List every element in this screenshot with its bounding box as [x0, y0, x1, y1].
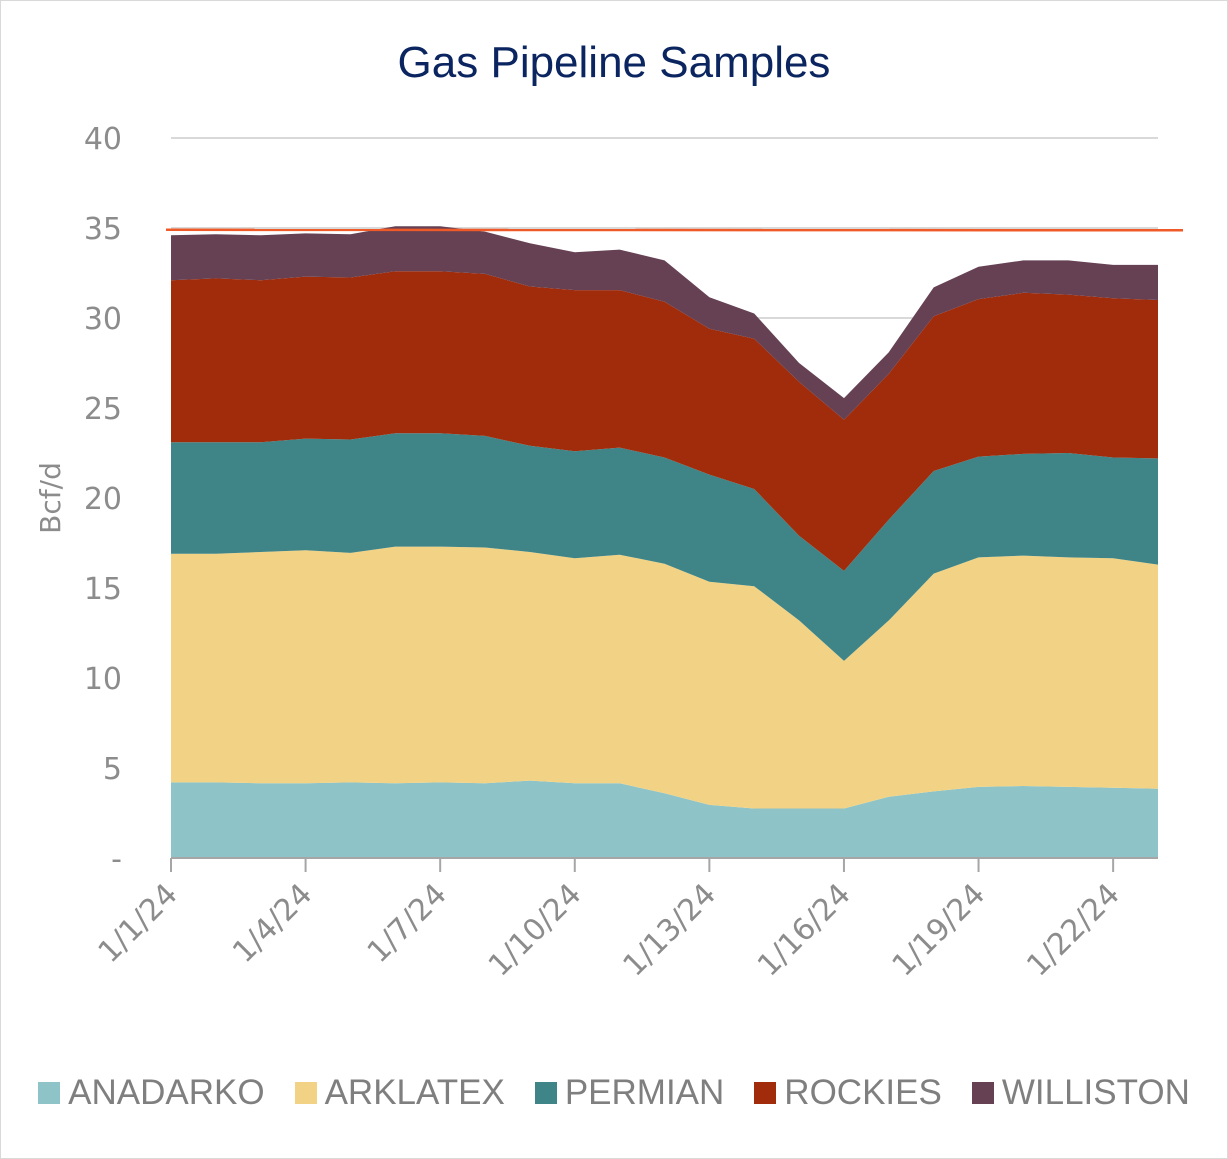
legend-label: ROCKIES: [784, 1073, 942, 1112]
x-tick-labels: 1/1/24 1/4/24 1/7/24 1/10/24 1/13/24 1/16/24 1…: [92, 877, 1127, 984]
x-tick-label: 1/4/24: [226, 877, 319, 970]
y-tick-label: 30: [84, 302, 122, 337]
x-tick-label: 1/16/24: [751, 877, 858, 984]
legend-swatch: [971, 1082, 994, 1104]
y-tick-label: 40: [84, 122, 122, 157]
legend-label: WILLISTON: [1001, 1073, 1190, 1112]
legend-swatch: [534, 1082, 557, 1104]
reference-line-group: [165, 228, 1184, 232]
x-tick-label: 1/22/24: [1020, 877, 1127, 984]
legend-item-rockies: ROCKIES: [754, 1073, 942, 1113]
area-anadarko: [171, 780, 1158, 858]
x-tick-label: 1/7/24: [361, 877, 454, 970]
x-tick-label: 1/19/24: [886, 877, 993, 984]
area-williston: [171, 226, 1158, 420]
y-tick-label: 5: [103, 752, 122, 787]
area-permian: [171, 433, 1158, 661]
legend-swatch: [294, 1082, 317, 1104]
y-tick-label: 15: [84, 572, 122, 607]
area-arklatex: [171, 546, 1158, 809]
y-tick-label: 25: [84, 392, 122, 427]
legend-item-permian: PERMIAN: [534, 1073, 725, 1113]
area-rockies: [171, 271, 1158, 571]
axes: [170, 857, 1158, 872]
legend-swatch: [38, 1082, 61, 1104]
y-axis-label: Bcf/d: [34, 462, 67, 534]
legend-item-williston: WILLISTON: [971, 1073, 1190, 1113]
legend-swatch: [754, 1082, 777, 1104]
y-tick-label: 35: [84, 212, 122, 247]
stacked-areas: [171, 226, 1158, 858]
y-tick-label: -: [111, 842, 122, 877]
legend-label: PERMIAN: [564, 1073, 725, 1112]
x-tick-label: 1/10/24: [482, 877, 589, 984]
chart-title: Gas Pipeline Samples: [397, 38, 831, 87]
x-tick-label: 1/1/24: [92, 877, 185, 970]
x-tick-label: 1/13/24: [616, 877, 723, 984]
reference-line: [165, 228, 1184, 232]
legend-item-anadarko: ANADARKO: [38, 1073, 265, 1113]
y-tick-label: 10: [84, 662, 122, 697]
legend-label: ARKLATEX: [324, 1073, 505, 1112]
legend: ANADARKO ARKLATEX PERMIAN ROCKIES WILLISTON: [0, 1073, 1228, 1113]
legend-label: ANADARKO: [68, 1073, 265, 1112]
y-tick-labels: - 5 10 15 20 25 30 35 40: [84, 122, 122, 877]
y-tick-label: 20: [84, 482, 122, 517]
legend-item-arklatex: ARKLATEX: [294, 1073, 505, 1113]
